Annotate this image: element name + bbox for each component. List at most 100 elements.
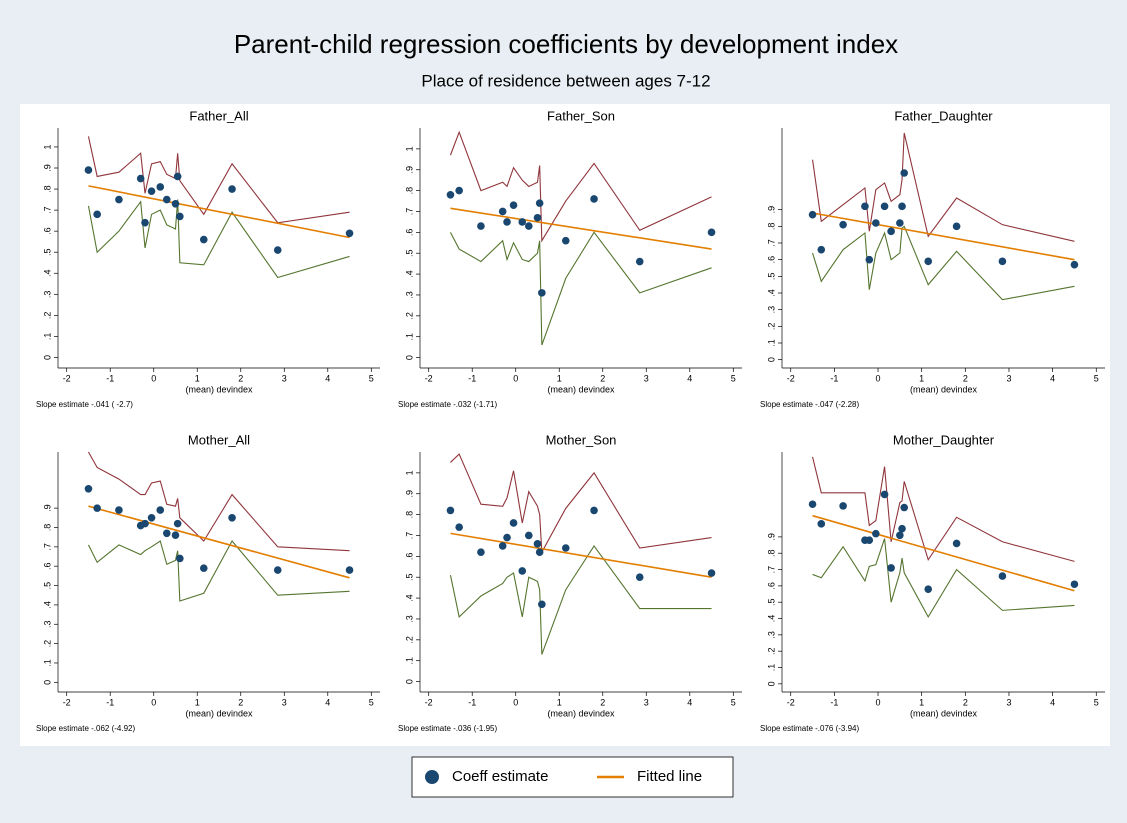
coeff-point bbox=[503, 218, 511, 226]
x-axis-label: (mean) devindex bbox=[547, 384, 615, 394]
x-tick-label: 0 bbox=[513, 373, 518, 383]
y-tick-label: .3 bbox=[404, 615, 414, 623]
x-tick-label: 0 bbox=[876, 373, 881, 383]
y-tick-label: .1 bbox=[766, 664, 776, 672]
y-tick-label: .2 bbox=[404, 636, 414, 644]
x-tick-label: 4 bbox=[1050, 373, 1055, 383]
y-tick-label: .6 bbox=[404, 553, 414, 561]
x-tick-label: 3 bbox=[282, 697, 287, 707]
x-axis-label: (mean) devindex bbox=[910, 708, 978, 718]
coeff-point bbox=[865, 255, 874, 264]
coeff-point bbox=[273, 566, 282, 574]
ci-line bbox=[87, 451, 350, 552]
coeff-point bbox=[162, 195, 171, 204]
coeff-point bbox=[477, 222, 485, 230]
y-tick-label: .6 bbox=[42, 227, 52, 235]
y-tick-label: .5 bbox=[42, 582, 52, 590]
coeff-point bbox=[538, 600, 546, 609]
fitted-line bbox=[812, 212, 1075, 261]
x-tick-label: -1 bbox=[830, 373, 838, 383]
legend-label: Coeff estimate bbox=[452, 768, 548, 785]
y-tick-label: 1 bbox=[42, 144, 52, 149]
plot-area bbox=[58, 128, 380, 368]
coeff-point bbox=[808, 500, 817, 509]
coeff-point bbox=[171, 199, 180, 208]
coeff-point bbox=[865, 536, 874, 544]
ci-line bbox=[812, 456, 1075, 562]
y-tick-label: .3 bbox=[42, 621, 52, 629]
y-tick-label: .7 bbox=[404, 532, 414, 540]
y-tick-label: 0 bbox=[404, 355, 414, 360]
coeff-point bbox=[518, 218, 527, 226]
y-tick-label: .1 bbox=[404, 657, 414, 665]
y-tick-label: .4 bbox=[42, 270, 52, 278]
fitted-line bbox=[450, 532, 712, 579]
y-tick-label: 1 bbox=[404, 470, 414, 475]
y-tick-label: .9 bbox=[766, 533, 776, 541]
coeff-point bbox=[998, 572, 1007, 580]
x-tick-label: 5 bbox=[1094, 697, 1099, 707]
x-tick-label: 0 bbox=[513, 697, 518, 707]
coeff-point bbox=[924, 585, 933, 593]
coeff-point bbox=[84, 484, 93, 493]
x-tick-label: -2 bbox=[425, 373, 433, 383]
y-tick-label: .8 bbox=[42, 524, 52, 532]
coeff-point bbox=[176, 212, 184, 221]
coeff-point bbox=[171, 531, 180, 540]
y-tick-label: .2 bbox=[42, 312, 52, 320]
y-tick-label: .2 bbox=[766, 323, 776, 331]
y-tick-label: .8 bbox=[404, 511, 414, 519]
y-tick-label: .3 bbox=[766, 306, 776, 314]
x-tick-label: -1 bbox=[106, 697, 114, 707]
x-tick-label: 3 bbox=[1006, 697, 1011, 707]
coeff-point bbox=[880, 202, 889, 211]
x-tick-label: 3 bbox=[1006, 373, 1011, 383]
y-tick-label: .7 bbox=[404, 208, 414, 216]
y-tick-label: .9 bbox=[404, 490, 414, 498]
x-tick-label: 4 bbox=[325, 373, 330, 383]
coeff-point bbox=[896, 219, 904, 227]
y-tick-label: .5 bbox=[42, 248, 52, 256]
x-tick-label: 5 bbox=[369, 373, 374, 383]
x-tick-label: 4 bbox=[1050, 697, 1055, 707]
coeff-point bbox=[115, 195, 123, 204]
y-tick-label: .8 bbox=[766, 223, 776, 231]
y-tick-label: .9 bbox=[404, 166, 414, 174]
coeff-point bbox=[817, 520, 826, 528]
y-tick-label: 1 bbox=[404, 146, 414, 151]
chart-subtitle: Place of residence between ages 7-12 bbox=[421, 71, 710, 90]
coeff-point bbox=[839, 220, 847, 229]
plot-area bbox=[420, 452, 742, 692]
x-tick-label: 1 bbox=[557, 697, 562, 707]
coeff-point bbox=[900, 503, 909, 512]
x-tick-label: -1 bbox=[830, 697, 838, 707]
coeff-point bbox=[998, 257, 1007, 266]
coeff-point bbox=[141, 519, 149, 528]
slope-note: Slope estimate -.041 ( -2.7) bbox=[36, 400, 133, 409]
ci-line bbox=[87, 136, 350, 224]
y-tick-label: .8 bbox=[766, 549, 776, 557]
coeff-point bbox=[952, 222, 961, 231]
ci-line bbox=[450, 453, 712, 555]
coeff-point bbox=[93, 504, 101, 512]
coeff-point bbox=[477, 548, 485, 556]
x-tick-label: -2 bbox=[63, 697, 71, 707]
y-tick-label: .3 bbox=[404, 291, 414, 299]
x-tick-label: 3 bbox=[282, 373, 287, 383]
slope-note: Slope estimate -.076 (-3.94) bbox=[760, 724, 859, 733]
y-tick-label: .4 bbox=[404, 270, 414, 278]
y-tick-label: .3 bbox=[766, 631, 776, 639]
coeff-point bbox=[533, 540, 542, 548]
y-tick-label: .9 bbox=[42, 504, 52, 512]
fitted-line bbox=[88, 185, 350, 239]
coeff-point bbox=[887, 227, 895, 236]
ci-line bbox=[449, 231, 712, 346]
y-tick-label: .7 bbox=[42, 206, 52, 214]
x-tick-label: 1 bbox=[919, 373, 924, 383]
x-tick-label: 5 bbox=[369, 697, 374, 707]
coeff-point bbox=[136, 174, 145, 183]
fitted-line bbox=[88, 505, 350, 579]
coeff-point bbox=[176, 554, 184, 563]
plot-area bbox=[420, 128, 742, 368]
